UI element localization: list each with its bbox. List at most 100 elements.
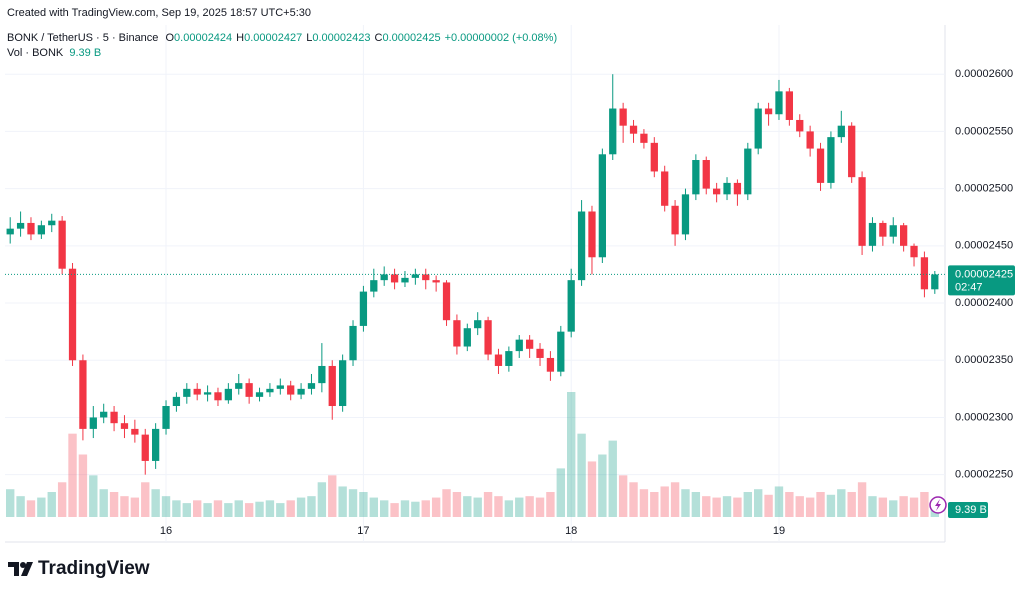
candle-body — [827, 137, 835, 183]
candle-body — [276, 385, 284, 389]
ohlc-key: C — [374, 32, 383, 44]
candle-body — [744, 148, 752, 195]
candle-body — [868, 222, 877, 246]
volume-bar — [670, 482, 680, 517]
volume-legend: Vol · BONK 9.39 B — [7, 47, 101, 59]
candle-body — [546, 357, 555, 372]
volume-bar — [244, 503, 254, 517]
candle-body — [629, 125, 638, 134]
candle-body — [796, 119, 804, 132]
volume-bar — [265, 500, 275, 517]
volume-bar — [89, 475, 98, 517]
candle-body — [411, 274, 419, 278]
volume-bar — [120, 496, 129, 517]
volume-bar — [754, 489, 763, 517]
candle-body — [214, 392, 222, 401]
candle-body — [598, 154, 606, 258]
volume-bar — [307, 496, 316, 517]
volume-bar — [785, 492, 794, 517]
volume-bar — [494, 496, 503, 517]
candle-body — [494, 354, 503, 366]
candle-body — [692, 160, 700, 195]
candle-body — [713, 188, 721, 195]
candle-body — [505, 351, 513, 366]
y-tick-label: 0.00002400 — [955, 297, 1013, 309]
volume-bar — [826, 494, 836, 517]
volume-bar — [774, 486, 784, 517]
volume-bar — [380, 500, 389, 517]
candle-body — [775, 91, 783, 115]
x-tick-label: 18 — [565, 525, 577, 537]
volume-bar — [878, 497, 888, 517]
last-price-badge — [948, 265, 1015, 296]
candle-body — [339, 360, 347, 407]
ohlc-item: C0.00002425 — [375, 32, 441, 44]
candle-body — [588, 211, 596, 258]
candle-body — [484, 320, 492, 355]
candle-body — [193, 388, 201, 395]
candle-body — [68, 268, 77, 361]
candle-body — [463, 328, 471, 347]
volume-bar — [141, 482, 150, 517]
candle-body — [37, 225, 45, 235]
logo-icon — [8, 562, 33, 576]
volume-bar — [691, 492, 701, 517]
volume-bar — [473, 497, 482, 517]
volume-bar — [837, 489, 846, 517]
candle-body — [380, 274, 388, 281]
candle-body — [48, 220, 56, 226]
candle-body — [609, 108, 617, 155]
ohlc-key: H — [236, 32, 245, 44]
x-tick-label: 16 — [160, 525, 172, 537]
volume-bar — [650, 492, 659, 517]
candle-body — [16, 222, 25, 229]
candle-body — [245, 383, 253, 397]
x-tick-label: 19 — [773, 525, 785, 537]
volume-bar — [68, 433, 77, 517]
candle-body — [349, 325, 357, 361]
volume-badge — [948, 502, 988, 518]
volume-bar — [182, 503, 191, 517]
x-tick-label: 17 — [357, 525, 369, 537]
volume-bar — [130, 497, 140, 517]
candle-body — [162, 406, 170, 429]
candle-body — [526, 339, 534, 349]
last-price-label: 0.00002425 — [955, 268, 1013, 280]
volume-bar — [857, 482, 867, 517]
volume-bar — [57, 482, 67, 517]
volume-bar — [78, 454, 88, 517]
volume-bar — [463, 496, 472, 517]
candle-body — [287, 385, 295, 395]
candle-body — [889, 225, 897, 237]
volume-bar — [442, 489, 451, 517]
candle-body — [432, 280, 440, 283]
y-tick-label: 0.00002250 — [955, 469, 1013, 481]
candle-body — [816, 148, 825, 183]
volume-bar — [338, 486, 347, 517]
candle-body — [58, 220, 66, 269]
candle-body — [152, 428, 160, 461]
volume-bar — [109, 492, 119, 517]
ohlc-item: L0.00002423 — [306, 32, 370, 44]
candle-body — [307, 383, 316, 389]
candle-body — [806, 131, 814, 149]
candle-body — [203, 392, 212, 395]
volume-bar — [868, 496, 877, 517]
candle-body — [297, 388, 305, 395]
candle-body — [640, 133, 648, 143]
volume-bar — [348, 489, 358, 517]
candle-body — [474, 320, 482, 329]
candle-body — [110, 411, 118, 424]
candle-body — [567, 280, 575, 332]
volume-bar — [608, 440, 617, 517]
volume-bar — [203, 503, 212, 517]
created-note: Created with TradingView.com, Sep 19, 20… — [7, 7, 312, 19]
volume-bar — [193, 500, 202, 517]
candle-body — [754, 108, 762, 149]
volume-bar — [702, 496, 711, 517]
volume-bar — [328, 475, 337, 517]
volume-bar — [535, 497, 545, 517]
candle-body — [785, 91, 793, 120]
logo: TradingView — [8, 558, 150, 580]
ohlc-key: O — [165, 32, 175, 44]
